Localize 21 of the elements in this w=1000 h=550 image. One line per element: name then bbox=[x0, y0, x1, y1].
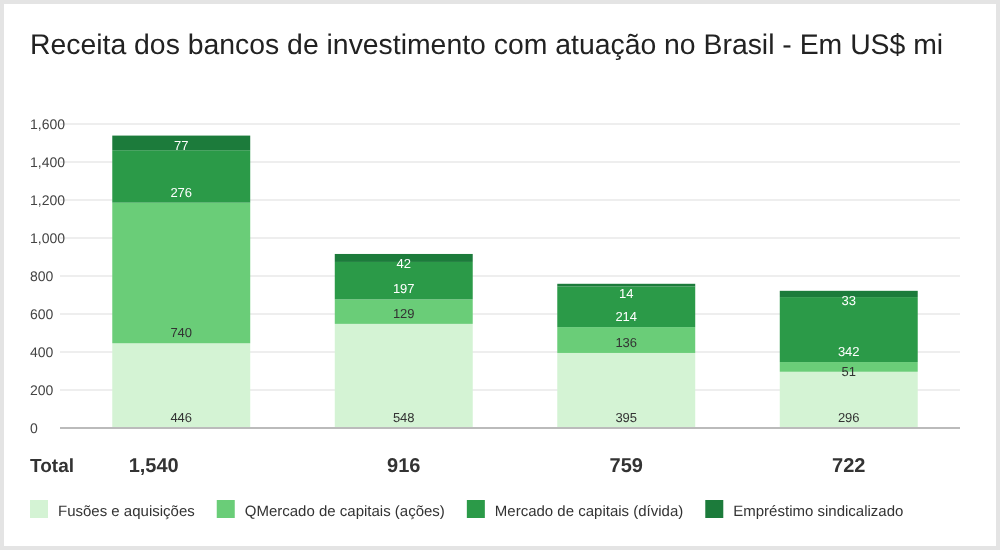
bar bbox=[334, 323, 473, 428]
bar bbox=[334, 261, 473, 300]
total-label: 722 bbox=[832, 456, 867, 478]
bar bbox=[334, 253, 473, 262]
bar bbox=[557, 327, 696, 353]
chart-title: Receita dos bancos de investimento com atuação no Brasil - Em US$ mi bbox=[30, 30, 944, 62]
bar bbox=[112, 150, 251, 203]
bar bbox=[779, 297, 918, 363]
bar bbox=[779, 362, 918, 372]
bar bbox=[557, 286, 696, 328]
bar bbox=[112, 135, 251, 151]
bar bbox=[779, 371, 918, 428]
bar bbox=[112, 343, 251, 428]
bar bbox=[334, 299, 473, 324]
text: Total bbox=[30, 456, 74, 478]
bar bbox=[779, 290, 918, 298]
total-label: 916 bbox=[387, 456, 422, 478]
bar bbox=[557, 352, 696, 428]
bar bbox=[112, 202, 251, 344]
total-label: 1,540 bbox=[128, 456, 180, 478]
total-label: 759 bbox=[609, 456, 644, 478]
